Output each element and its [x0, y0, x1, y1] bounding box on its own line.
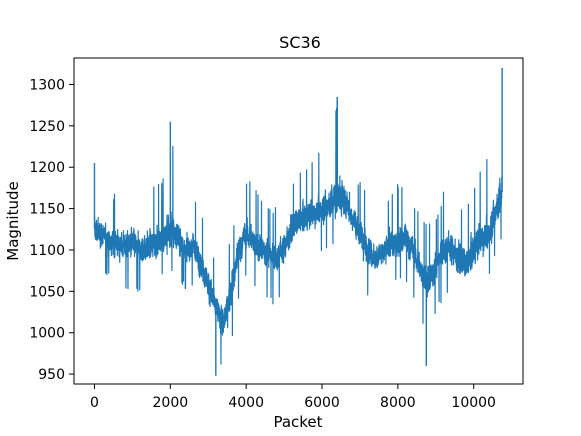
y-tick-label: 1050 — [29, 284, 65, 300]
x-tick-label: 8000 — [380, 395, 416, 411]
series-layer — [93, 67, 503, 376]
y-tick-label: 1000 — [29, 326, 65, 342]
x-tick-label: 10000 — [451, 395, 496, 411]
x-tick-label: 4000 — [228, 395, 264, 411]
x-axis: 0 2000 4000 6000 8000 10000 — [90, 384, 496, 411]
chart-title: SC36 — [279, 33, 321, 52]
y-axis-label: Magnitude — [4, 181, 22, 260]
y-tick-label: 1200 — [29, 160, 65, 176]
x-tick-label: 6000 — [304, 395, 340, 411]
x-tick-label: 2000 — [153, 395, 189, 411]
y-tick-label: 950 — [38, 367, 65, 383]
y-tick-label: 1100 — [29, 243, 65, 259]
y-tick-label: 1250 — [29, 119, 65, 135]
magnitude-series-line — [93, 100, 503, 365]
plot-area — [93, 67, 503, 376]
y-tick-label: 1150 — [29, 202, 65, 218]
plot-frame — [73, 57, 524, 385]
y-tick-label: 1300 — [29, 77, 65, 93]
x-axis-label: Packet — [273, 413, 322, 431]
y-axis: 950 1000 1050 1100 1150 1200 1250 1300 — [29, 77, 74, 383]
x-tick-label: 0 — [90, 395, 99, 411]
